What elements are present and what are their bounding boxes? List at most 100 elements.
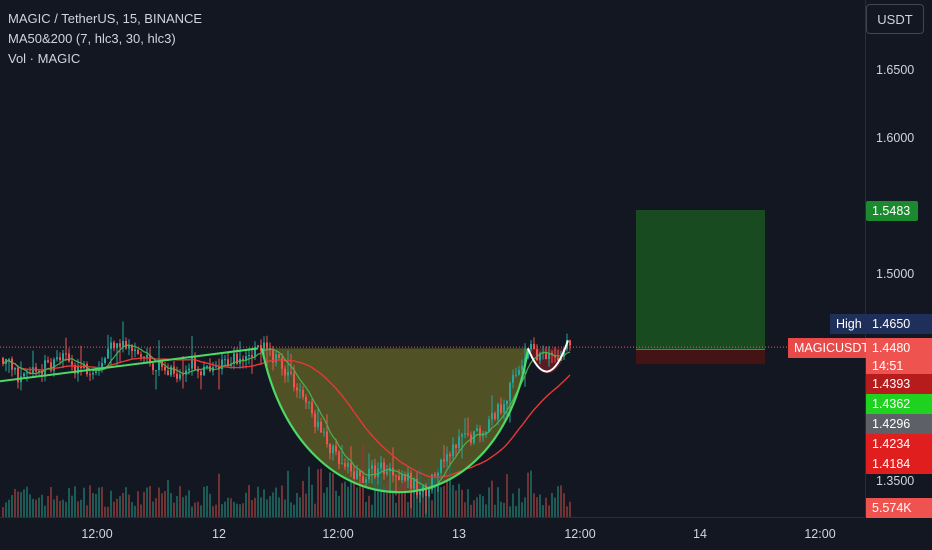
volume-bar	[98, 487, 100, 517]
trendline	[0, 347, 259, 383]
ma-fast-line	[2, 344, 571, 491]
candle-body	[308, 402, 310, 404]
volume-bar	[530, 470, 532, 517]
candle-body	[71, 361, 73, 365]
volume-bar	[173, 502, 175, 517]
volume-bar	[518, 488, 520, 517]
volume-bar	[356, 487, 358, 517]
candle-body	[437, 473, 439, 476]
candle-body	[248, 355, 250, 357]
candle-body	[314, 413, 316, 428]
y-tick-1650: 1.6500	[876, 63, 915, 77]
volume-bar	[71, 495, 73, 517]
volume-bar	[284, 499, 286, 517]
volume-bar	[401, 475, 403, 517]
candle-body	[14, 367, 16, 370]
candle-body	[47, 360, 49, 363]
price-tag-4234: 1.4234	[866, 434, 932, 454]
volume-bar	[434, 473, 436, 517]
volume-bar	[311, 484, 313, 517]
volume-bar	[383, 485, 385, 517]
volume-bar	[83, 487, 85, 517]
currency-button[interactable]: USDT	[866, 4, 924, 34]
volume-bar	[512, 493, 514, 517]
volume-bar	[113, 501, 115, 517]
candle-body	[362, 476, 364, 483]
candle-body	[425, 485, 427, 497]
price-tag-4184: 1.4184	[866, 454, 932, 474]
volume-bar	[524, 497, 526, 517]
candle-body	[497, 404, 499, 420]
ma-indicator-label[interactable]: MA50&200 (7, hlc3, 30, hlc3)	[8, 31, 176, 46]
drawing-overlay	[0, 0, 866, 518]
candle-body	[431, 474, 433, 490]
volume-bar	[77, 501, 79, 517]
volume-bar	[461, 489, 463, 517]
volume-bar	[8, 499, 10, 517]
symbol-tag: MAGICUSDT	[788, 338, 869, 358]
volume-bar	[14, 489, 16, 517]
volume-bar	[527, 472, 529, 517]
candle-body	[149, 354, 151, 364]
symbol-title[interactable]: MAGIC / TetherUS, 15, BINANCE	[8, 11, 203, 26]
volume-bar	[47, 495, 49, 517]
volume-bar	[29, 494, 31, 517]
candle-body	[416, 478, 418, 496]
candle-body	[101, 363, 103, 370]
candle-body	[164, 366, 166, 371]
candle-body	[458, 436, 460, 449]
candle-body	[113, 342, 115, 349]
handle-curve	[527, 340, 569, 373]
candle-body	[464, 433, 466, 435]
candle-body	[515, 374, 517, 376]
volume-indicator-label[interactable]: Vol · MAGIC	[8, 51, 81, 66]
volume-bar	[125, 487, 127, 517]
volume-bar	[329, 472, 331, 517]
volume-bar	[68, 488, 70, 517]
long-position-stop-zone	[636, 349, 765, 365]
candle-body	[548, 352, 550, 360]
price-tag-4362: 1.4362	[866, 394, 932, 414]
candle-body	[296, 387, 298, 391]
volume-bar	[413, 489, 415, 517]
candle-body	[125, 341, 127, 349]
volume-bar	[167, 480, 169, 517]
volume-bar	[86, 505, 88, 517]
volume-bar	[194, 502, 196, 517]
candle-body	[335, 445, 337, 452]
candle-body	[278, 354, 280, 358]
candle-body	[236, 353, 238, 364]
volume-bar	[317, 469, 319, 517]
candle-body	[428, 489, 430, 497]
price-tag-4393: 1.4393	[866, 374, 932, 394]
candle-body	[299, 389, 301, 391]
volume-bar	[116, 498, 118, 517]
candle-body	[95, 371, 97, 373]
volume-bar	[155, 498, 157, 517]
volume-bar	[440, 487, 442, 517]
cup-pattern-fill	[0, 348, 528, 493]
candle-body	[290, 371, 292, 374]
candle-body	[329, 443, 331, 454]
volume-bar	[200, 505, 202, 517]
candle-body	[455, 444, 457, 449]
volume-bar	[455, 490, 457, 517]
candle-body	[311, 402, 313, 414]
volume-bar	[146, 487, 148, 517]
candle-body	[41, 370, 43, 375]
volume-bar	[515, 505, 517, 517]
volume-bar	[398, 486, 400, 517]
candle-body	[32, 367, 34, 374]
volume-bar	[290, 502, 292, 517]
candle-body	[56, 357, 58, 360]
candle-body	[11, 358, 13, 370]
volume-bar	[371, 504, 373, 517]
candle-body	[65, 353, 67, 355]
candle-body	[392, 467, 394, 476]
volume-bar	[140, 504, 142, 517]
volume-bar	[209, 493, 211, 517]
volume-bar	[170, 493, 172, 517]
x-tick-1200-a: 12:00	[81, 527, 113, 541]
candle-body	[119, 343, 121, 347]
